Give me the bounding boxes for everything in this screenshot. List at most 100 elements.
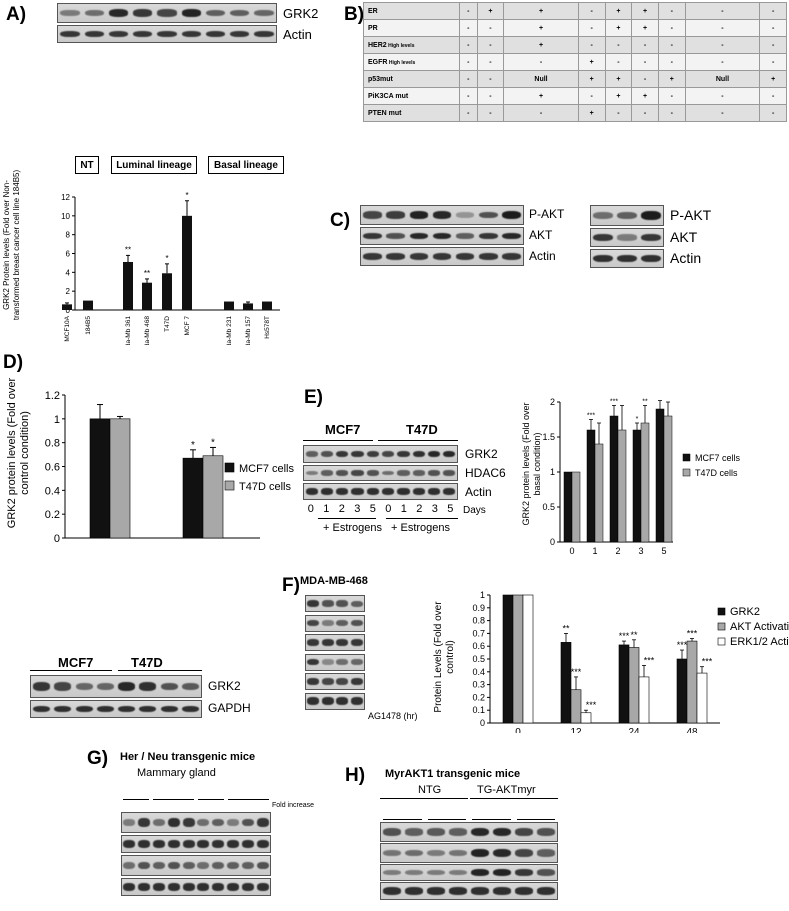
panel-c-row-akt: AKT [529,228,553,242]
blot-band [397,450,410,458]
blot-band [449,869,467,876]
legend-label: T47D cells [695,468,738,478]
bar [640,422,650,543]
blot-band [409,252,429,260]
blot-band [241,861,254,870]
blot-band [336,697,349,705]
day-label: 3 [354,503,361,515]
blot-band [412,470,425,476]
blot-band [60,10,80,16]
day-label: 5 [447,503,454,515]
blot-band [307,658,320,666]
blot-band [617,254,637,263]
blot-band [363,211,382,219]
table-cell: - [604,53,633,71]
blot-band [515,887,533,895]
panel-h-blot-row [380,882,558,900]
significance-mark: ** [630,630,638,640]
table-cell: - [759,53,787,71]
blot-band [405,887,423,895]
blot-band [139,682,157,691]
panel-c-right-blot-actin [590,249,664,268]
table-cell: - [684,104,761,122]
blot-band [471,848,489,858]
blot-band [493,887,511,895]
panel-d-group-t47d: T47D [131,655,163,670]
significance-mark: ** [125,245,131,254]
bar [628,647,640,724]
significance-mark: *** [656,398,664,401]
significance-mark: * [185,191,188,200]
blot-band [138,818,151,827]
table-row-header: p53mut [363,70,460,88]
blot-band [167,840,180,848]
bar [89,418,111,539]
x-tick-label: 3 [638,546,644,556]
table-cell: - [459,2,478,20]
blot-band [167,883,180,891]
mouse-underline [153,799,194,800]
blot-band [593,254,613,263]
x-tick-label: + [199,543,206,545]
blot-band [256,861,269,870]
bar [243,303,253,310]
blot-band [432,252,452,260]
blot-band [336,600,349,607]
y-tick-label: 0 [66,306,71,315]
blot-band [123,819,136,826]
blot-band [182,861,195,870]
x-tick-label: Mda-Mb 361 [125,316,132,345]
blot-band [60,30,80,38]
blot-band [138,883,151,891]
significance-mark: * [165,254,168,263]
panel-h-blot-row [380,843,558,863]
panel-a-blot-actin [57,25,277,43]
blot-band [307,678,320,685]
y-tick-label: 10 [61,212,70,221]
bar [696,672,708,724]
bar [512,594,524,724]
panel-c-blot-pakt [360,205,524,225]
day-label: 1 [323,503,330,515]
blot-band [386,252,405,260]
x-tick-label: 0 [515,727,521,733]
blot-band [256,883,269,891]
table-cell: - [657,87,686,105]
blot-band [33,682,51,691]
y-tick-label: 0.8 [472,616,485,626]
panel-h-group-tg: TG-AKTmyr [477,784,536,796]
blot-band [227,861,239,870]
blot-band [133,9,153,17]
x-tick-label: 24 [628,727,640,733]
significance-mark: ** [562,623,570,633]
table-cell: - [657,53,686,71]
y-tick-label: 12 [61,193,70,202]
table-cell: + [631,2,659,20]
blot-band [321,678,334,685]
x-tick-label: 48 [686,727,698,733]
bar [563,471,573,543]
legend: GRK2 AKT Activation ERK1/2 Activation [717,606,789,648]
sample-underline [427,819,466,820]
blot-band [515,828,533,836]
bar [617,429,627,543]
blot-band [138,840,151,848]
table-row: HER2 High levels - - + - - - - - - [363,36,787,54]
panel-c-right-row-actin: Actin [670,250,702,266]
significance-mark: ** [642,399,648,406]
blot-band [449,828,467,836]
blot-band [305,451,318,457]
panel-f-blot-row [305,634,365,651]
sample-underline [516,819,555,820]
blot-band [205,9,226,17]
table-row: p53mut - - Null + + - + Null + [363,70,787,88]
blot-band [443,488,456,495]
table-cell: - [631,70,659,88]
table-cell: + [759,70,787,88]
significance-mark: * [211,437,215,448]
table-cell: - [459,53,478,71]
blot-band [229,9,250,17]
blot-band [75,682,93,691]
sample-underline [472,819,511,820]
blot-band [502,252,521,260]
